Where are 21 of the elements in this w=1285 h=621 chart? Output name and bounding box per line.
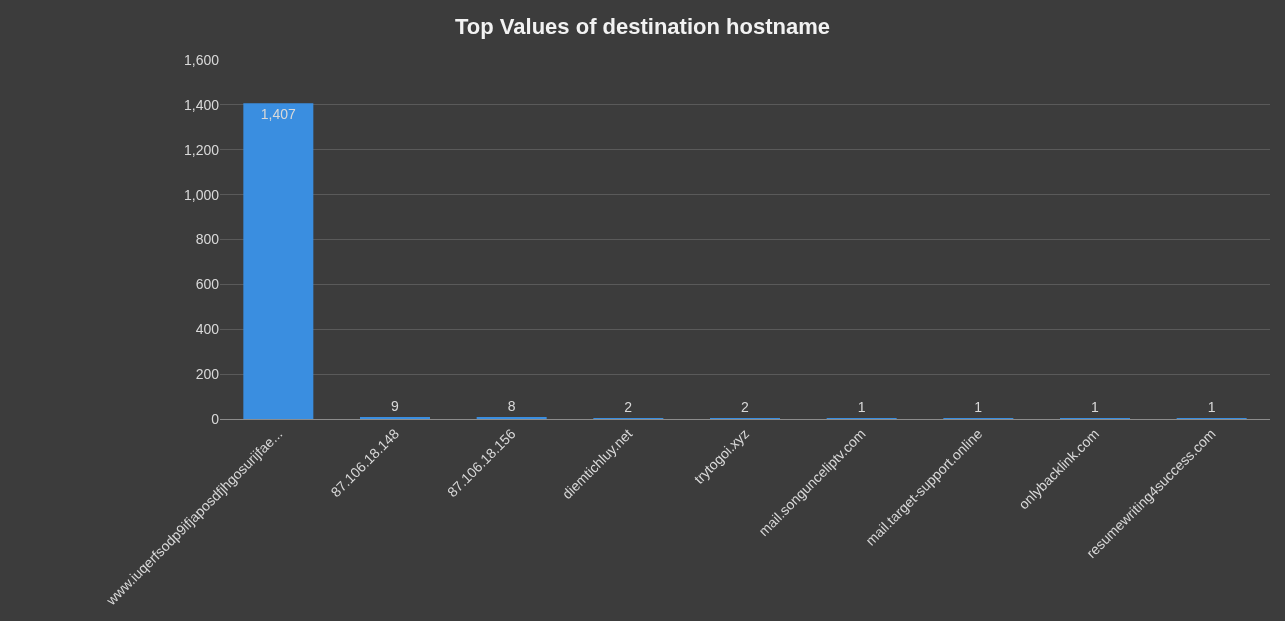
bar bbox=[360, 416, 430, 419]
data-label: 1 bbox=[857, 399, 866, 415]
y-tick-label: 1,600 bbox=[183, 51, 220, 68]
data-label: 2 bbox=[741, 399, 749, 415]
y-tick-label: 1,400 bbox=[183, 96, 220, 113]
data-label: 1,407 bbox=[260, 106, 296, 123]
data-label: 1 bbox=[1091, 399, 1099, 415]
data-label: 1 bbox=[1207, 399, 1216, 415]
y-tick-label: 400 bbox=[195, 321, 220, 338]
y-tick-label: 0 bbox=[211, 410, 220, 427]
data-label: 1 bbox=[974, 399, 983, 415]
y-tick-label: 1,000 bbox=[183, 186, 220, 203]
y-tick-label: 600 bbox=[195, 276, 220, 293]
chart-title: Top Values of destination hostname bbox=[455, 14, 830, 40]
y-tick-label: 1,200 bbox=[183, 141, 220, 158]
y-tick-label: 800 bbox=[195, 231, 220, 248]
y-tick-label: 200 bbox=[195, 366, 220, 383]
data-label: 2 bbox=[624, 399, 633, 415]
bar bbox=[243, 103, 314, 419]
data-label: 9 bbox=[391, 397, 399, 414]
data-label: 8 bbox=[507, 398, 516, 414]
